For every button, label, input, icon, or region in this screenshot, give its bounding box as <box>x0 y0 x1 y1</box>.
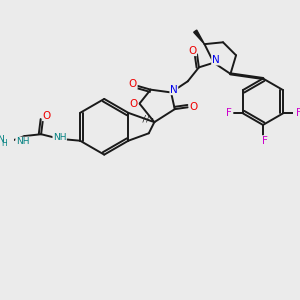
Text: N: N <box>0 135 4 144</box>
Text: F: F <box>296 108 300 118</box>
Text: O: O <box>188 46 196 56</box>
Text: N: N <box>170 85 178 94</box>
Text: O: O <box>130 99 138 109</box>
Text: F: F <box>226 108 232 118</box>
Text: N: N <box>212 55 220 65</box>
Text: O: O <box>189 102 197 112</box>
Text: H: H <box>1 139 7 148</box>
Text: F: F <box>262 136 268 146</box>
Polygon shape <box>194 30 205 44</box>
Text: NH: NH <box>53 133 66 142</box>
Text: NH: NH <box>16 137 29 146</box>
Text: //·: //· <box>142 115 156 124</box>
Text: O: O <box>129 79 137 89</box>
Text: O: O <box>43 111 51 121</box>
